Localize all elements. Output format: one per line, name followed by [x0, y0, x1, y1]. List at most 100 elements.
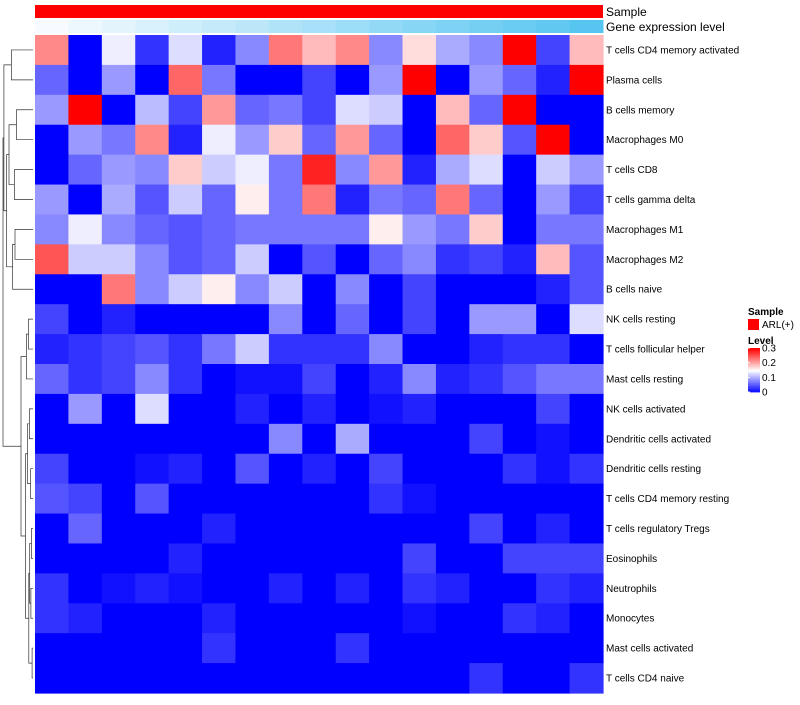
- heatmap-cell: [101, 274, 136, 305]
- heatmap-cell: [435, 603, 470, 634]
- heatmap-cell: [168, 364, 203, 395]
- heatmap-cell: [335, 334, 370, 365]
- level-colorbar-segment: [748, 378, 760, 381]
- heatmap-cell: [335, 35, 370, 66]
- level-colorbar-segment: [748, 348, 760, 350]
- heatmap-cell: [536, 274, 571, 305]
- legend-sample-swatch: [748, 319, 759, 330]
- heatmap-cell: [435, 154, 470, 186]
- heatmap-cell: [369, 364, 404, 395]
- heatmap-cell: [502, 364, 537, 395]
- heatmap-cell: [435, 423, 470, 455]
- heatmap-cell: [235, 483, 270, 515]
- heatmap-cell: [135, 124, 170, 156]
- heatmap-cell: [402, 573, 437, 604]
- heatmap-cell: [369, 633, 404, 664]
- heatmap-cell: [536, 244, 571, 275]
- heatmap-cell: [369, 393, 404, 425]
- dendrogram-branch: [6, 154, 13, 268]
- heatmap-cell: [135, 364, 170, 395]
- heatmap-cell: [101, 513, 136, 545]
- heatmap-cell: [335, 214, 370, 245]
- level-colorbar-segment: [748, 353, 760, 356]
- heatmap-cell: [268, 663, 303, 694]
- heatmap-cell: [168, 35, 203, 66]
- gene-expression-annotation-cell: [235, 20, 270, 33]
- heatmap-cell: [469, 244, 504, 275]
- heatmap-cell: [435, 35, 470, 66]
- dendrogram-branch: [12, 244, 33, 290]
- heatmap-cell: [202, 364, 237, 395]
- heatmap-cell: [435, 573, 470, 604]
- heatmap-cell: [268, 364, 303, 395]
- heatmap-cell: [536, 603, 571, 634]
- heatmap-cell: [35, 274, 70, 305]
- heatmap-cell: [369, 35, 404, 66]
- heatmap-cell: [35, 154, 70, 186]
- heatmap-cell: [135, 573, 170, 604]
- heatmap-cell: [569, 154, 604, 186]
- heatmap-cell: [369, 334, 404, 365]
- heatmap-cell: [202, 663, 237, 694]
- heatmap-cell: [569, 214, 604, 245]
- heatmap-cell: [135, 334, 170, 365]
- heatmap-cell: [402, 214, 437, 245]
- heatmap-cell: [268, 184, 303, 216]
- heatmap-cell: [435, 334, 470, 365]
- dendrogram-branch: [8, 124, 17, 185]
- heatmap-cell: [101, 64, 136, 96]
- heatmap-cell: [369, 184, 404, 216]
- heatmap-cell: [168, 513, 203, 545]
- heatmap-cell: [202, 393, 237, 425]
- heatmap-cell: [369, 513, 404, 545]
- heatmap-cell: [335, 274, 370, 305]
- heatmap-cell: [402, 154, 437, 186]
- row-label: B cells memory: [606, 105, 674, 116]
- heatmap-cell: [402, 603, 437, 634]
- heatmap-cell: [235, 663, 270, 694]
- heatmap-cell: [235, 274, 270, 305]
- heatmap-cell: [302, 244, 337, 275]
- heatmap-cell: [268, 334, 303, 365]
- row-label: Macrophages M1: [606, 225, 684, 236]
- heatmap-cell: [168, 423, 203, 455]
- gene-expression-annotation-cell: [135, 20, 170, 33]
- heatmap-cell: [68, 423, 103, 455]
- sample-annotation-bar: [35, 5, 603, 18]
- heatmap-cell: [536, 304, 571, 335]
- row-label: B cells naive: [606, 285, 663, 296]
- heatmap-cell: [335, 244, 370, 275]
- heatmap-cell: [268, 543, 303, 574]
- heatmap-cell: [235, 94, 270, 126]
- heatmap-cell: [101, 214, 136, 245]
- heatmap-cell: [569, 633, 604, 664]
- heatmap-cell: [536, 393, 571, 425]
- row-label: Mast cells resting: [606, 374, 683, 385]
- heatmap-cell: [68, 274, 103, 305]
- heatmap-cell: [235, 184, 270, 216]
- heatmap-cell: [268, 603, 303, 634]
- heatmap-cell: [68, 483, 103, 515]
- heatmap-cell: [502, 573, 537, 604]
- heatmap-cell: [168, 274, 203, 305]
- heatmap-cell: [135, 633, 170, 664]
- heatmap-cell: [502, 304, 537, 335]
- dendrogram-branch: [3, 64, 12, 212]
- heatmap-cell: [235, 154, 270, 186]
- heatmap-cell: [101, 603, 136, 634]
- heatmap-cell: [202, 453, 237, 485]
- heatmap-cell: [502, 334, 537, 365]
- gene-expression-annotation-cell: [35, 20, 69, 33]
- heatmap-cell: [135, 423, 170, 455]
- heatmap-cell: [435, 274, 470, 305]
- heatmap-cell: [302, 483, 337, 515]
- heatmap-cell: [35, 483, 70, 515]
- heatmap-cell: [469, 603, 504, 634]
- dendrogram-branch: [14, 229, 33, 260]
- heatmap-cell: [268, 573, 303, 604]
- heatmap-cell: [402, 423, 437, 455]
- level-tick-label: 0.3: [762, 344, 776, 355]
- heatmap-cell: [135, 453, 170, 485]
- heatmap-cell: [469, 214, 504, 245]
